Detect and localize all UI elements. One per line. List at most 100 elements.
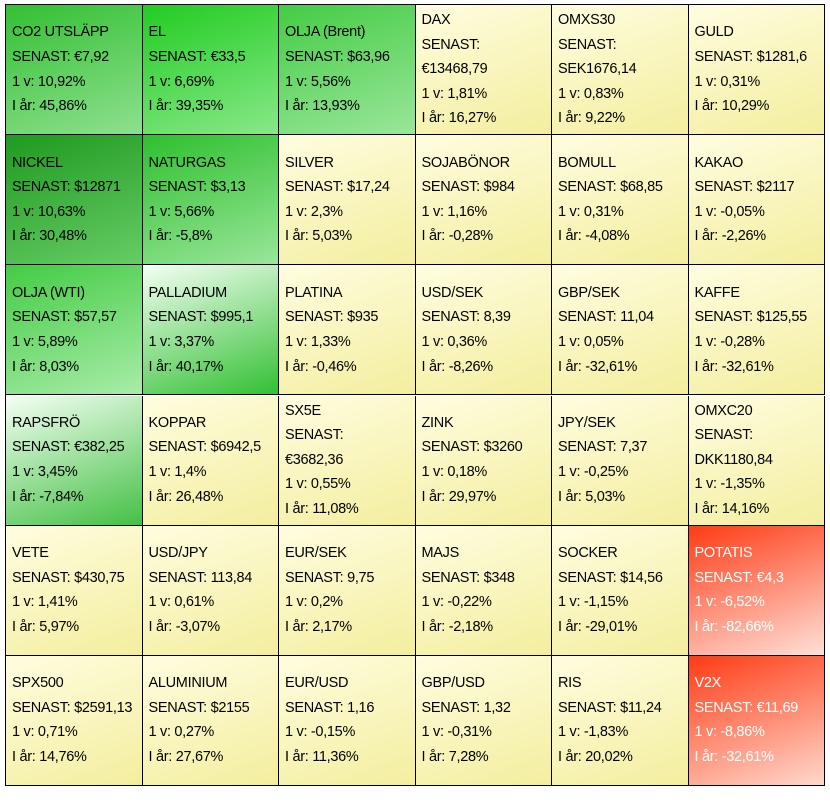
tile-line: I år: 26,48% — [148, 488, 224, 505]
tile-line: I år: -32,61% — [558, 358, 638, 375]
tile-name: POTATIS — [694, 545, 753, 562]
tile-line: SENAST: $984 — [421, 179, 515, 196]
tile-name: MAJS — [421, 545, 460, 562]
tile: GBP/SEK SENAST: 11,04 1 v: 0,05% I år: -32,… — [552, 265, 689, 396]
tile-name: SOJABÖNOR — [421, 154, 511, 171]
tile-line: 1 v: -0,05% — [694, 203, 765, 220]
tile: DAX SENAST: €13468,79 1 v: 1,81% I år: 16,27… — [415, 5, 552, 136]
tile-line: 1 v: 3,37% — [148, 333, 215, 350]
tile: MAJS SENAST: $348 1 v: -0,22% I år: -2,18% — [415, 525, 552, 656]
tile-line: 1 v: 5,89% — [12, 333, 78, 350]
tile-line: 1 v: 1,4% — [148, 464, 207, 481]
tile-line: 1 v: 6,69% — [148, 73, 215, 90]
tile-name: JPY/SEK — [558, 414, 616, 431]
tile-line: SENAST: $430,75 — [12, 569, 125, 586]
tile-line: 1 v: -0,22% — [421, 594, 492, 611]
tile-line: 1 v: 1,33% — [285, 333, 351, 350]
tile: KAFFE SENAST: $125,55 1 v: -0,28% I år: -32… — [688, 265, 825, 396]
tile-line: I år: 27,67% — [148, 749, 224, 765]
tile-line: I år: -32,61% — [694, 358, 774, 375]
tile-line: 1 v: 3,45% — [12, 464, 78, 481]
tile-line: 1 v: -0,31% — [421, 724, 492, 741]
tile: PALLADIUM SENAST: $995,1 1 v: 3,37% I år: 4… — [142, 265, 279, 396]
tile: USD/SEK SENAST: 8,39 1 v: 0,36% I år: -8,26… — [415, 265, 552, 396]
tile-line: SENAST: $17,24 — [285, 179, 390, 196]
tile-line: I år: -3,07% — [148, 618, 221, 635]
tile: CO2 UTSLÄPP SENAST: €7,92 1 v: 10,92% I år:… — [6, 5, 143, 136]
tile-line: I år: -32,61% — [694, 749, 774, 765]
tile-line: SENAST: — [285, 427, 344, 444]
tile-line: 1 v: 0,55% — [285, 476, 351, 493]
tile-name: ZINK — [421, 414, 454, 431]
tile-line: SENAST: $11,24 — [558, 699, 662, 716]
tile: POTATIS SENAST: €4,3 1 v: -6,52% I år: -82,… — [688, 525, 825, 656]
tile-line: I år: -0,46% — [285, 358, 357, 375]
tile: SOCKER SENAST: $14,56 1 v: -1,15% I år: -29… — [552, 525, 689, 656]
tile-line: I år: -82,66% — [694, 618, 774, 635]
tile-name: OMXS30 — [558, 12, 616, 29]
tile-name: KOPPAR — [148, 414, 207, 431]
tile-line: 1 v: -0,15% — [285, 724, 356, 741]
tile-line: SENAST: $2117 — [694, 179, 795, 196]
tile-line: I år: 29,97% — [421, 488, 497, 505]
tile-line: 1 v: 1,16% — [421, 203, 488, 220]
tile-line: 1 v: -1,83% — [558, 724, 629, 741]
tile-name: NICKEL — [12, 154, 63, 171]
tile-line: I år: -7,84% — [12, 488, 84, 505]
tile: ALUMINIUM SENAST: $2155 1 v: 0,27% I år: 27… — [142, 655, 279, 786]
tile-line: SENAST: $1281,6 — [694, 48, 808, 65]
tile-line: 1 v: -0,25% — [558, 464, 629, 481]
tile: GULD SENAST: $1281,6 1 v: 0,31% I år: 10,29… — [688, 5, 825, 136]
tile-line: I år: 5,97% — [12, 618, 79, 635]
tile: SPX500 SENAST: $2591,13 1 v: 0,71% I år: 14… — [6, 655, 143, 786]
tile-line: SENAST: 1,16 — [285, 699, 375, 716]
tile-line: I år: 5,03% — [558, 488, 625, 505]
tile: OLJA (WTI) SENAST: $57,57 1 v: 5,89% I år: … — [6, 265, 143, 396]
tile-line: SENAST: 1,32 — [421, 699, 511, 716]
tile-name: SX5E — [285, 402, 321, 419]
tile-name: V2X — [694, 675, 722, 692]
tile-line: 1 v: 0,31% — [694, 73, 761, 90]
tile-line: SENAST: 7,37 — [558, 439, 648, 456]
tile-name: RIS — [558, 675, 582, 692]
tile-line: 1 v: -1,35% — [694, 476, 765, 493]
tile-line: SENAST: €4,3 — [694, 569, 784, 586]
tile-line: €3682,36 — [285, 451, 344, 468]
tile-line: I år: 8,03% — [12, 358, 79, 375]
tile-line: SENAST: — [694, 427, 754, 444]
tile: PLATINA SENAST: $935 1 v: 1,33% I år: -0,46… — [279, 265, 416, 396]
tile-line: I år: -4,08% — [558, 228, 630, 245]
tile-name: EL — [148, 24, 166, 41]
tile: ZINK SENAST: $3260 1 v: 0,18% I år: 29,97% — [415, 395, 552, 526]
tile-line: 1 v: 0,2% — [285, 594, 343, 611]
tile-line: I år: 5,03% — [285, 228, 352, 245]
tile-line: 1 v: -0,28% — [694, 333, 765, 350]
tile-name: OMXC20 — [694, 402, 753, 419]
tile: OMXS30 SENAST: SEK1676,14 1 v: 0,83% I år: 9… — [552, 5, 689, 136]
tile-line: 1 v: -8,86% — [694, 724, 765, 741]
tile-line: I år: 13,93% — [285, 98, 360, 115]
tile-line: 1 v: 0,61% — [148, 594, 215, 611]
tile-name: PALLADIUM — [148, 284, 228, 301]
tile-line: I år: -2,18% — [421, 618, 494, 635]
tile-line: SENAST: 11,04 — [558, 309, 654, 326]
tile-line: SENAST: — [558, 36, 617, 53]
tile-line: I år: 14,16% — [694, 500, 770, 517]
tile-line: SENAST: $2591,13 — [12, 699, 133, 716]
tile-line: 1 v: -1,15% — [558, 594, 629, 611]
tile: EUR/USD SENAST: 1,16 1 v: -0,15% I år: 11,3… — [279, 655, 416, 786]
tile-name: KAKAO — [694, 154, 744, 171]
tile-line: SENAST: $12871 — [12, 179, 121, 196]
tile-line: I år: -29,01% — [558, 618, 638, 635]
tile: JPY/SEK SENAST: 7,37 1 v: -0,25% I år: 5,03… — [552, 395, 689, 526]
tile: KAKAO SENAST: $2117 1 v: -0,05% I år: -2,26… — [688, 135, 825, 266]
tile-line: 1 v: 0,18% — [421, 464, 488, 481]
tile-line: 1 v: 0,36% — [421, 333, 488, 350]
tile-name: USD/JPY — [148, 545, 208, 562]
tile: BOMULL SENAST: $68,85 1 v: 0,31% I år: -4,0… — [552, 135, 689, 266]
tile-line: I år: 40,17% — [148, 358, 224, 375]
tile-name: DAX — [421, 12, 451, 29]
tile-line: SENAST: — [421, 36, 481, 53]
tile-name: BOMULL — [558, 154, 616, 171]
tile: USD/JPY SENAST: 113,84 1 v: 0,61% I år: -3,… — [142, 525, 279, 656]
